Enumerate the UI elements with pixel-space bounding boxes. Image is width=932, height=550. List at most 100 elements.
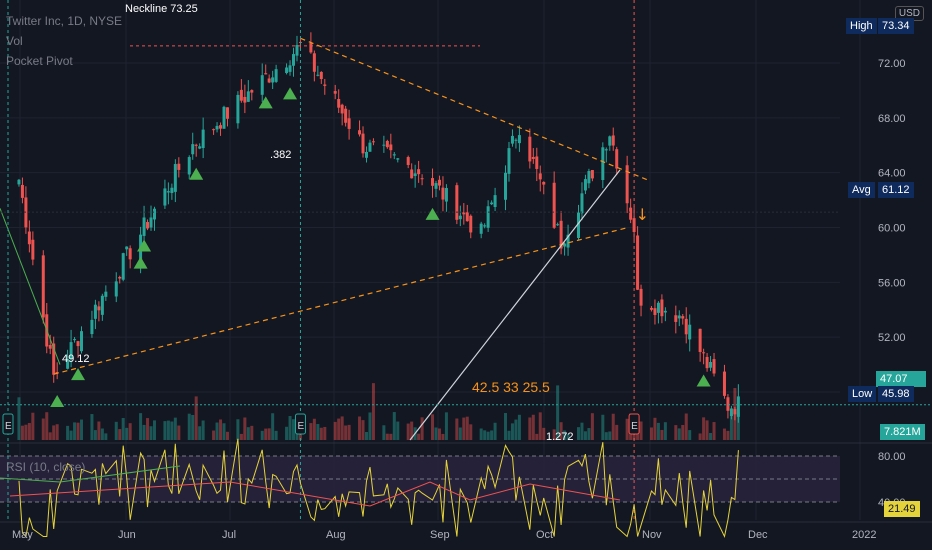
volume-bar (563, 430, 567, 440)
candle-body (726, 397, 730, 411)
candle-body (274, 69, 278, 82)
pocket-pivot-arrow (258, 96, 273, 109)
volume-bar (444, 412, 448, 440)
volume-bar (323, 426, 327, 440)
volume-bar (684, 413, 688, 440)
candle-body (601, 147, 605, 180)
candle-body (215, 125, 219, 130)
candle-body (653, 308, 657, 315)
candle-body (417, 169, 421, 175)
candle-body (462, 212, 466, 215)
candle-body (121, 253, 125, 280)
volume-bar (97, 421, 101, 440)
candle-body (677, 315, 681, 319)
candle-body (528, 136, 532, 162)
candle-body (517, 135, 521, 144)
volume-bar (139, 413, 143, 440)
candle-body (434, 183, 438, 189)
volume-bar (194, 396, 198, 440)
volume-bar (580, 422, 584, 440)
candle-body (410, 169, 414, 179)
price-tick-label: 68.00 (878, 113, 906, 125)
volume-bars (17, 383, 740, 440)
volume-bar (392, 412, 396, 440)
volume-bar (556, 385, 560, 440)
rsi-indicator-label[interactable]: RSI (10, close) (6, 460, 86, 474)
candle-body (368, 142, 372, 152)
volume-indicator-label[interactable]: Vol (6, 34, 23, 48)
volume-bar (152, 420, 156, 440)
volume-bar (542, 427, 546, 440)
pocket-pivot-arrow (283, 87, 298, 100)
candle-body (576, 212, 580, 239)
volume-bar (528, 417, 532, 440)
volume-bar (73, 422, 77, 440)
candle-body (76, 341, 80, 347)
volume-bar (66, 425, 70, 440)
last-price-badge: 47.07 (876, 371, 926, 387)
candle-body (219, 125, 223, 129)
volume-bar (611, 413, 615, 440)
candle-body (236, 94, 240, 124)
volume-bar (469, 424, 473, 440)
candle-body (674, 315, 678, 322)
volume-bar (504, 413, 508, 440)
rsi-trend-line (0, 465, 181, 483)
volume-bar (559, 422, 563, 440)
candle-body (490, 202, 494, 205)
rsi-tick-label: 80.00 (878, 451, 906, 463)
earnings-flag-letter: E (297, 421, 304, 432)
candle-body (333, 91, 337, 94)
candle-body (583, 179, 587, 191)
volume-bar (170, 421, 174, 440)
volume-bar (146, 418, 150, 440)
resistance-trendline (300, 37, 651, 182)
volume-bar (510, 423, 514, 440)
volume-bar (625, 418, 629, 440)
fib-1272-label: 1.272 (546, 431, 574, 443)
candle-body (649, 307, 653, 310)
pocket-pivot-arrow (71, 368, 86, 381)
volume-bar (198, 426, 202, 440)
candle-body (198, 146, 202, 149)
pocket-pivot-arrow (137, 239, 152, 252)
candle-body (535, 156, 539, 169)
volume-bar (93, 430, 97, 440)
candle-body (504, 172, 508, 200)
volume-bar (250, 425, 254, 440)
candle-body (458, 215, 462, 220)
volume-bar (410, 421, 414, 440)
candle-body (191, 144, 195, 155)
volume-bar (80, 419, 84, 440)
candle-body (312, 53, 316, 72)
candle-body (608, 136, 612, 146)
candle-body (347, 118, 351, 129)
time-tick-label: Jul (222, 529, 236, 541)
volume-bar (406, 423, 410, 440)
candle-body (629, 207, 633, 220)
candle-body (559, 220, 563, 249)
avg-label-badge: Avg (848, 182, 875, 198)
volume-bar (41, 418, 45, 440)
earnings-flag-icon (628, 413, 640, 435)
volume-bar (344, 425, 348, 440)
volume-bar (246, 427, 250, 440)
volume-bar (705, 420, 709, 440)
candle-body (709, 361, 713, 368)
volume-bar (309, 423, 313, 440)
volume-bar (458, 427, 462, 440)
price-candles (17, 32, 740, 423)
volume-bar (69, 430, 73, 440)
volume-bar (385, 433, 389, 440)
volume-bar (517, 414, 521, 440)
candle-body (104, 291, 108, 297)
candle-body (187, 157, 191, 175)
price-targets-label: 42.5 33 25.5 (472, 379, 550, 395)
volume-bar (312, 418, 316, 440)
candle-body (142, 217, 146, 236)
pocket-pivot-indicator-label[interactable]: Pocket Pivot (6, 54, 73, 68)
candle-body (736, 396, 740, 417)
candle-body (292, 54, 296, 66)
volume-bar (420, 417, 424, 440)
